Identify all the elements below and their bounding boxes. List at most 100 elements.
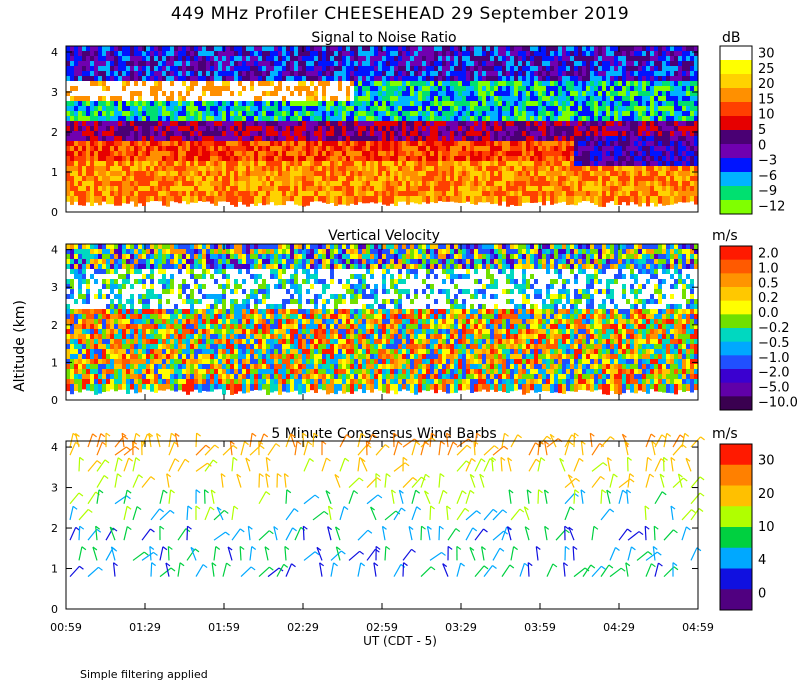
wind-barb <box>543 489 548 504</box>
wind-barb <box>220 473 224 488</box>
wind-barb <box>670 457 674 472</box>
wind-barb <box>231 528 241 541</box>
wind-barb-flag <box>135 432 141 437</box>
colorbar-label: 0.2 <box>758 291 779 306</box>
wind-barb <box>402 562 405 577</box>
wind-barb-flag <box>670 457 676 461</box>
wind-barb-flag <box>402 456 408 461</box>
panel-axes: 0 1 2 3 4 <box>51 45 699 219</box>
wind-barb <box>348 490 355 504</box>
wind-barb-flag <box>323 510 329 515</box>
wind-barb-flag <box>170 432 176 437</box>
wind-barb-flag <box>105 432 111 437</box>
wind-barb-flag <box>606 489 612 494</box>
wind-barb <box>96 475 105 488</box>
wind-barb-flag <box>265 456 271 461</box>
wind-barb-flag <box>168 545 173 550</box>
wind-barb-flag <box>284 473 289 478</box>
wind-barb <box>114 495 127 505</box>
wind-barb-flag <box>544 489 549 494</box>
wind-barb-flag <box>526 489 532 494</box>
wind-barb-flag <box>136 506 142 511</box>
wind-barb <box>474 565 485 578</box>
wind-barb-flag <box>629 478 635 483</box>
wind-barb-flag <box>546 435 552 440</box>
wind-barb <box>229 441 233 456</box>
wind-barb <box>618 490 624 504</box>
y-tick-label: 2 <box>51 319 58 332</box>
wind-barb <box>690 492 701 505</box>
wind-barb-flag <box>466 444 472 449</box>
wind-barb <box>96 459 106 472</box>
wind-barb-flag <box>629 473 635 478</box>
x-tick-label: 02:29 <box>287 621 319 634</box>
wind-barb <box>508 489 512 504</box>
wind-barb-flag <box>659 473 665 478</box>
wind-barb <box>141 476 152 488</box>
colorbar-swatch <box>720 158 752 173</box>
wind-barb-flag <box>149 545 155 550</box>
wind-barb-flag <box>540 457 546 462</box>
wind-barb <box>492 530 505 541</box>
wind-barb <box>78 526 81 541</box>
wind-barb <box>141 551 154 561</box>
wind-barb-flag <box>291 563 296 568</box>
wind-barb-flag <box>95 491 101 496</box>
wind-barb-flag <box>215 546 221 551</box>
wind-barb-flag <box>397 441 403 446</box>
wind-barb-flag <box>574 432 579 437</box>
wind-barb <box>456 562 462 577</box>
wind-barb <box>544 526 548 541</box>
wind-barb-flag <box>627 528 632 533</box>
wind-barb-flag <box>325 490 331 495</box>
wind-barb <box>96 489 100 504</box>
wind-barb <box>249 546 253 561</box>
wind-barb <box>186 548 196 561</box>
wind-barb-flag <box>79 456 85 461</box>
wind-barb-flag <box>135 457 141 462</box>
wind-barb <box>87 491 97 505</box>
wind-barb-flag <box>187 505 193 510</box>
wind-barb-flag <box>248 525 253 530</box>
wind-barb-flag <box>430 437 436 442</box>
wind-barb <box>390 489 395 504</box>
wind-barb <box>456 508 466 521</box>
wind-barb-flag <box>483 528 488 533</box>
wind-barb <box>327 506 332 521</box>
wind-barb-flag <box>544 440 550 445</box>
colorbar-swatch <box>720 328 752 343</box>
wind-barb-flag <box>360 562 366 567</box>
wind-barb-flag <box>225 531 230 536</box>
wind-barb-flag <box>421 476 426 481</box>
colorbar-swatch <box>720 568 752 590</box>
wind-barb <box>69 506 74 521</box>
wind-barb <box>624 441 629 456</box>
wind-barb-flag <box>538 489 543 494</box>
wind-barb <box>285 563 293 577</box>
wind-barb <box>573 567 586 578</box>
wind-barb <box>568 526 575 541</box>
wind-barb <box>483 458 491 472</box>
colorbar-swatch <box>720 396 752 411</box>
wind-barb <box>384 473 387 488</box>
wind-barb <box>627 531 640 541</box>
wind-barb-flag <box>335 526 340 531</box>
wind-barb <box>500 457 503 472</box>
wind-barb-flag <box>615 547 620 552</box>
wind-barb-flag <box>440 440 446 445</box>
wind-barb-flag <box>568 526 574 531</box>
wind-barb <box>591 462 604 472</box>
wind-barb-flag <box>678 473 683 478</box>
wind-barb-flag <box>138 474 143 479</box>
wind-barb <box>510 546 515 561</box>
wind-barb <box>302 433 305 448</box>
wind-barb <box>426 526 431 541</box>
wind-barb <box>78 546 83 561</box>
wind-barb-flag <box>599 442 605 447</box>
wind-barb-flag <box>609 508 615 513</box>
wind-barb <box>222 562 228 577</box>
wind-barb-flag <box>567 474 573 479</box>
wind-barb <box>321 457 327 472</box>
wind-barb-flag <box>430 505 436 510</box>
wind-barb-flag <box>367 529 373 534</box>
